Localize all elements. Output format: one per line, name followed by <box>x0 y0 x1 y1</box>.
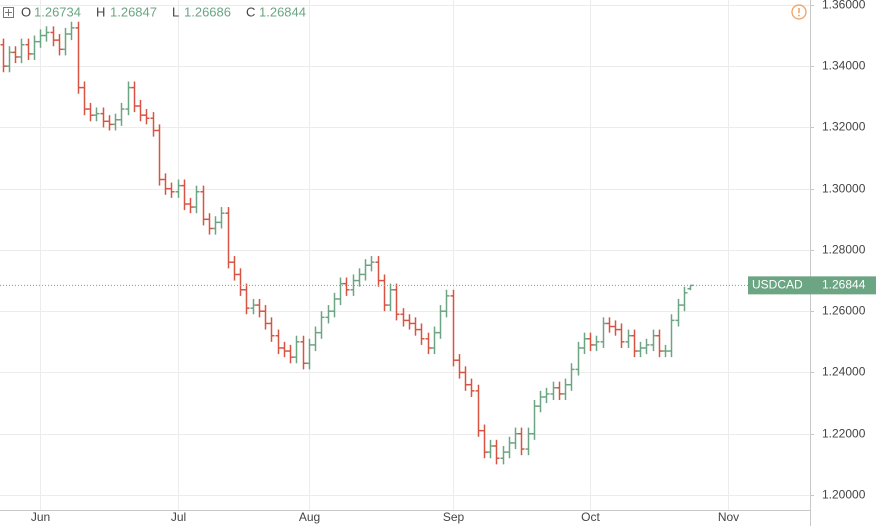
symbol-label: USDCAD <box>752 278 803 292</box>
y-tick-label: 1.22000 <box>822 427 866 441</box>
ohlc-letter: L <box>172 4 179 19</box>
alert-icon-part <box>798 14 800 17</box>
ohlc-letter: C <box>246 4 255 19</box>
ohlc-value: 1.26847 <box>110 4 157 19</box>
y-tick-label: 1.30000 <box>822 182 866 196</box>
ohlc-value: 1.26686 <box>184 4 231 19</box>
ohlc-letter: O <box>21 4 31 19</box>
y-tick-label: 1.34000 <box>822 59 866 73</box>
x-tick-label: Sep <box>443 510 465 524</box>
x-tick-label: Jul <box>171 510 186 524</box>
ohlc-value: 1.26844 <box>259 4 306 19</box>
price-label: 1.26844 <box>822 278 866 292</box>
x-tick-label: Oct <box>581 510 600 524</box>
alert-icon[interactable] <box>791 4 807 20</box>
ohlc-value: 1.26734 <box>34 4 81 19</box>
expand-icon[interactable] <box>3 7 14 18</box>
ohlc-letter: H <box>96 4 105 19</box>
y-tick-label: 1.32000 <box>822 120 866 134</box>
x-tick-label: Jun <box>31 510 50 524</box>
y-tick-label: 1.28000 <box>822 243 866 257</box>
x-tick-label: Nov <box>718 510 739 524</box>
bars <box>0 21 694 465</box>
x-tick-label: Aug <box>299 510 320 524</box>
y-tick-label: 1.20000 <box>822 488 866 502</box>
y-tick-label: 1.36000 <box>822 0 866 12</box>
y-tick-label: 1.24000 <box>822 365 866 379</box>
grid <box>0 0 810 510</box>
y-tick-label: 1.26000 <box>822 304 866 318</box>
price-label-box <box>748 276 876 295</box>
